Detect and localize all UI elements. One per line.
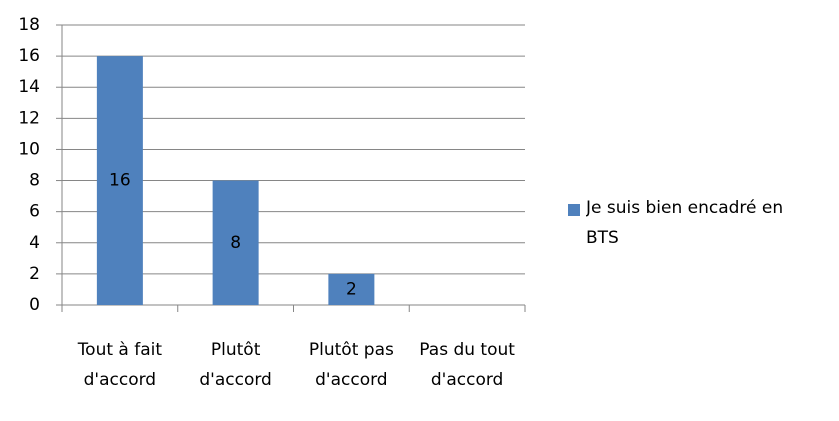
y-tick-label: 0 xyxy=(29,295,40,315)
y-tick-label: 14 xyxy=(18,77,40,97)
x-tick-label-box: Plutôt pas d'accord xyxy=(308,340,394,390)
legend-label: Je suis bien encadré en BTS xyxy=(586,198,784,248)
bar xyxy=(328,273,375,305)
y-tick-label: 6 xyxy=(29,202,40,222)
x-tick-label-box: Plutôt d'accord xyxy=(199,340,272,390)
x-tick-label: Plutôt pas d'accord xyxy=(308,340,394,390)
y-tick-label: 10 xyxy=(18,139,40,159)
y-tick-label: 4 xyxy=(29,233,40,253)
data-label: 2 xyxy=(346,279,357,299)
data-label: 16 xyxy=(109,171,131,191)
legend-swatch xyxy=(568,204,580,216)
data-label: 8 xyxy=(230,233,241,253)
x-tick-label: Tout à fait d'accord xyxy=(77,340,163,390)
bar xyxy=(212,180,259,305)
y-tick-label: 18 xyxy=(18,15,40,35)
y-tick-label: 16 xyxy=(18,46,40,66)
x-tick-label: Pas du tout d'accord xyxy=(419,340,515,390)
x-tick-label-box: Pas du tout d'accord xyxy=(419,340,515,390)
y-tick-label: 8 xyxy=(29,171,40,191)
legend-label-box: Je suis bien encadré en BTS xyxy=(586,198,784,248)
y-tick-label: 12 xyxy=(18,108,40,128)
y-tick-label: 2 xyxy=(29,264,40,284)
x-tick-label-box: Tout à fait d'accord xyxy=(77,340,163,390)
x-tick-label: Plutôt d'accord xyxy=(199,340,272,390)
bar xyxy=(96,56,143,305)
